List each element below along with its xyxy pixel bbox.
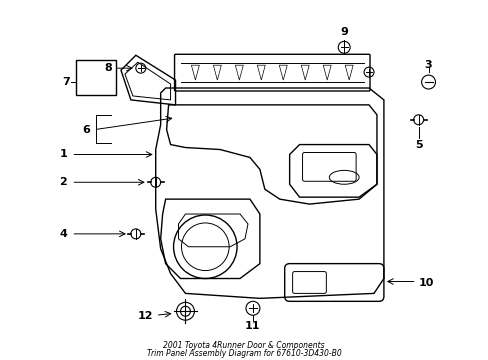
Text: 11: 11 xyxy=(244,321,260,331)
Text: 3: 3 xyxy=(424,60,431,70)
Text: 2: 2 xyxy=(60,177,67,187)
Text: 6: 6 xyxy=(82,125,90,135)
Text: 5: 5 xyxy=(414,140,422,149)
Text: 10: 10 xyxy=(418,279,433,288)
Text: 1: 1 xyxy=(60,149,67,159)
Text: 2001 Toyota 4Runner Door & Components: 2001 Toyota 4Runner Door & Components xyxy=(163,342,324,351)
Text: Trim Panel Assembly Diagram for 67610-3D430-B0: Trim Panel Assembly Diagram for 67610-3D… xyxy=(146,350,341,359)
Text: 8: 8 xyxy=(104,63,112,73)
Text: 7: 7 xyxy=(62,77,70,87)
Text: 4: 4 xyxy=(60,229,67,239)
Text: 12: 12 xyxy=(138,311,153,321)
Text: 9: 9 xyxy=(340,27,347,37)
